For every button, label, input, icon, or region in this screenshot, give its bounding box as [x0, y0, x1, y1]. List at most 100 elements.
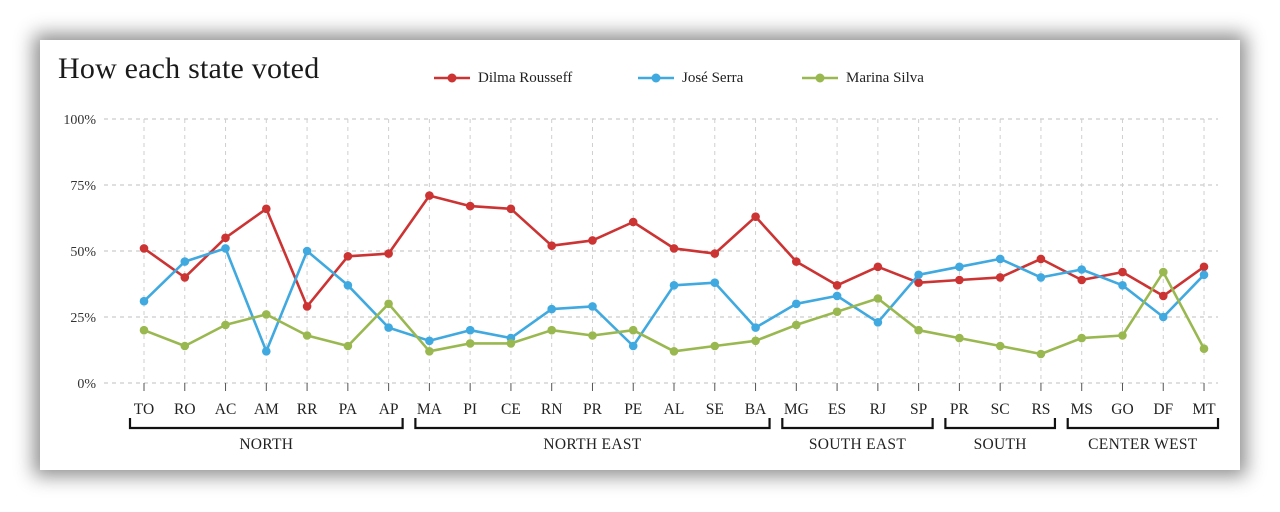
data-point	[710, 249, 720, 258]
legend-label-serra: José Serra	[682, 69, 744, 86]
x-tick-label: MT	[1192, 401, 1216, 418]
data-point	[914, 325, 923, 335]
x-tick-label: AM	[254, 401, 279, 418]
x-tick-label: RO	[174, 401, 196, 418]
data-point	[547, 304, 556, 314]
region-bracket	[414, 418, 771, 430]
data-point	[955, 333, 964, 343]
data-point	[180, 257, 190, 266]
data-point	[792, 299, 801, 309]
data-point	[1118, 267, 1127, 277]
y-tick-label: 100%	[63, 113, 96, 128]
data-point	[139, 244, 149, 253]
x-tick-label: ES	[828, 401, 846, 418]
data-point	[588, 302, 597, 311]
data-point	[1036, 349, 1046, 359]
data-point	[873, 318, 883, 327]
x-tick-label: CE	[501, 401, 521, 418]
x-tick-label: PA	[339, 401, 358, 418]
data-point	[384, 299, 393, 309]
region-label: NORTH EAST	[543, 436, 641, 453]
region-label: SOUTH	[974, 436, 1027, 453]
region-bracket	[781, 418, 934, 430]
data-point	[384, 249, 393, 258]
legend-swatch-serra	[636, 71, 676, 85]
data-point	[832, 307, 842, 317]
data-point	[221, 233, 230, 243]
legend-swatch-dilma	[432, 71, 472, 85]
y-tick-label: 50%	[70, 245, 96, 260]
data-point	[425, 347, 434, 356]
legend-item-serra: José Serra	[636, 68, 743, 88]
data-point	[832, 281, 842, 290]
x-tick-label: TO	[134, 401, 154, 418]
data-point	[262, 310, 271, 319]
data-point	[628, 217, 638, 227]
data-point	[914, 270, 923, 280]
data-point	[995, 273, 1005, 282]
data-point	[1118, 281, 1127, 290]
x-tick-label: PR	[583, 401, 603, 418]
x-tick-label: RN	[541, 401, 563, 418]
x-tick-label: BA	[745, 401, 767, 418]
data-point	[1036, 273, 1046, 282]
data-point	[914, 278, 923, 288]
data-point	[751, 336, 760, 346]
legend-item-dilma: Dilma Rousseff	[432, 68, 572, 88]
data-point	[588, 236, 597, 245]
x-tick-label: AP	[379, 401, 399, 418]
data-point	[1159, 291, 1168, 301]
data-point	[343, 281, 353, 290]
data-point	[995, 341, 1005, 351]
x-tick-label: PI	[463, 401, 477, 418]
data-point	[547, 325, 556, 335]
data-point	[139, 325, 149, 335]
legend-item-marina: Marina Silva	[800, 68, 924, 88]
region-bracket	[1066, 418, 1220, 430]
data-point	[1199, 270, 1209, 280]
data-point	[955, 262, 964, 272]
y-tick-label: 0%	[77, 377, 96, 392]
data-point	[506, 339, 516, 348]
data-point	[139, 296, 149, 306]
data-point	[221, 320, 230, 330]
data-point	[343, 341, 353, 351]
region-bracket	[944, 418, 1057, 430]
data-point	[302, 331, 312, 340]
data-point	[506, 204, 516, 214]
x-tick-label: MA	[417, 401, 443, 418]
x-tick-label: DF	[1153, 401, 1173, 418]
x-tick-label: AC	[215, 401, 237, 418]
x-tick-label: MG	[784, 401, 809, 418]
data-point	[669, 244, 679, 253]
data-point	[669, 347, 679, 356]
chart-title: How each state voted	[58, 52, 320, 85]
data-point	[873, 294, 883, 303]
data-point	[995, 254, 1005, 264]
data-point	[1118, 331, 1127, 340]
data-point	[1077, 333, 1086, 343]
x-tick-label: GO	[1111, 401, 1133, 418]
data-point	[384, 323, 393, 332]
x-tick-label: SP	[910, 401, 927, 418]
y-tick-label: 75%	[70, 179, 96, 194]
data-point	[262, 347, 271, 356]
data-point	[1036, 254, 1046, 264]
y-tick-label: 25%	[70, 311, 96, 326]
data-point	[465, 339, 475, 348]
data-point	[547, 241, 556, 250]
data-point	[302, 246, 312, 256]
data-point	[873, 262, 883, 272]
data-point	[1159, 267, 1168, 277]
region-bracket	[128, 418, 404, 430]
legend-swatch-marina	[800, 71, 840, 85]
data-point	[262, 204, 271, 214]
data-point	[792, 320, 801, 330]
data-point	[180, 273, 190, 282]
data-point	[221, 244, 230, 253]
data-point	[669, 281, 679, 290]
data-point	[792, 257, 801, 266]
data-point	[588, 331, 597, 340]
data-point	[465, 201, 475, 211]
